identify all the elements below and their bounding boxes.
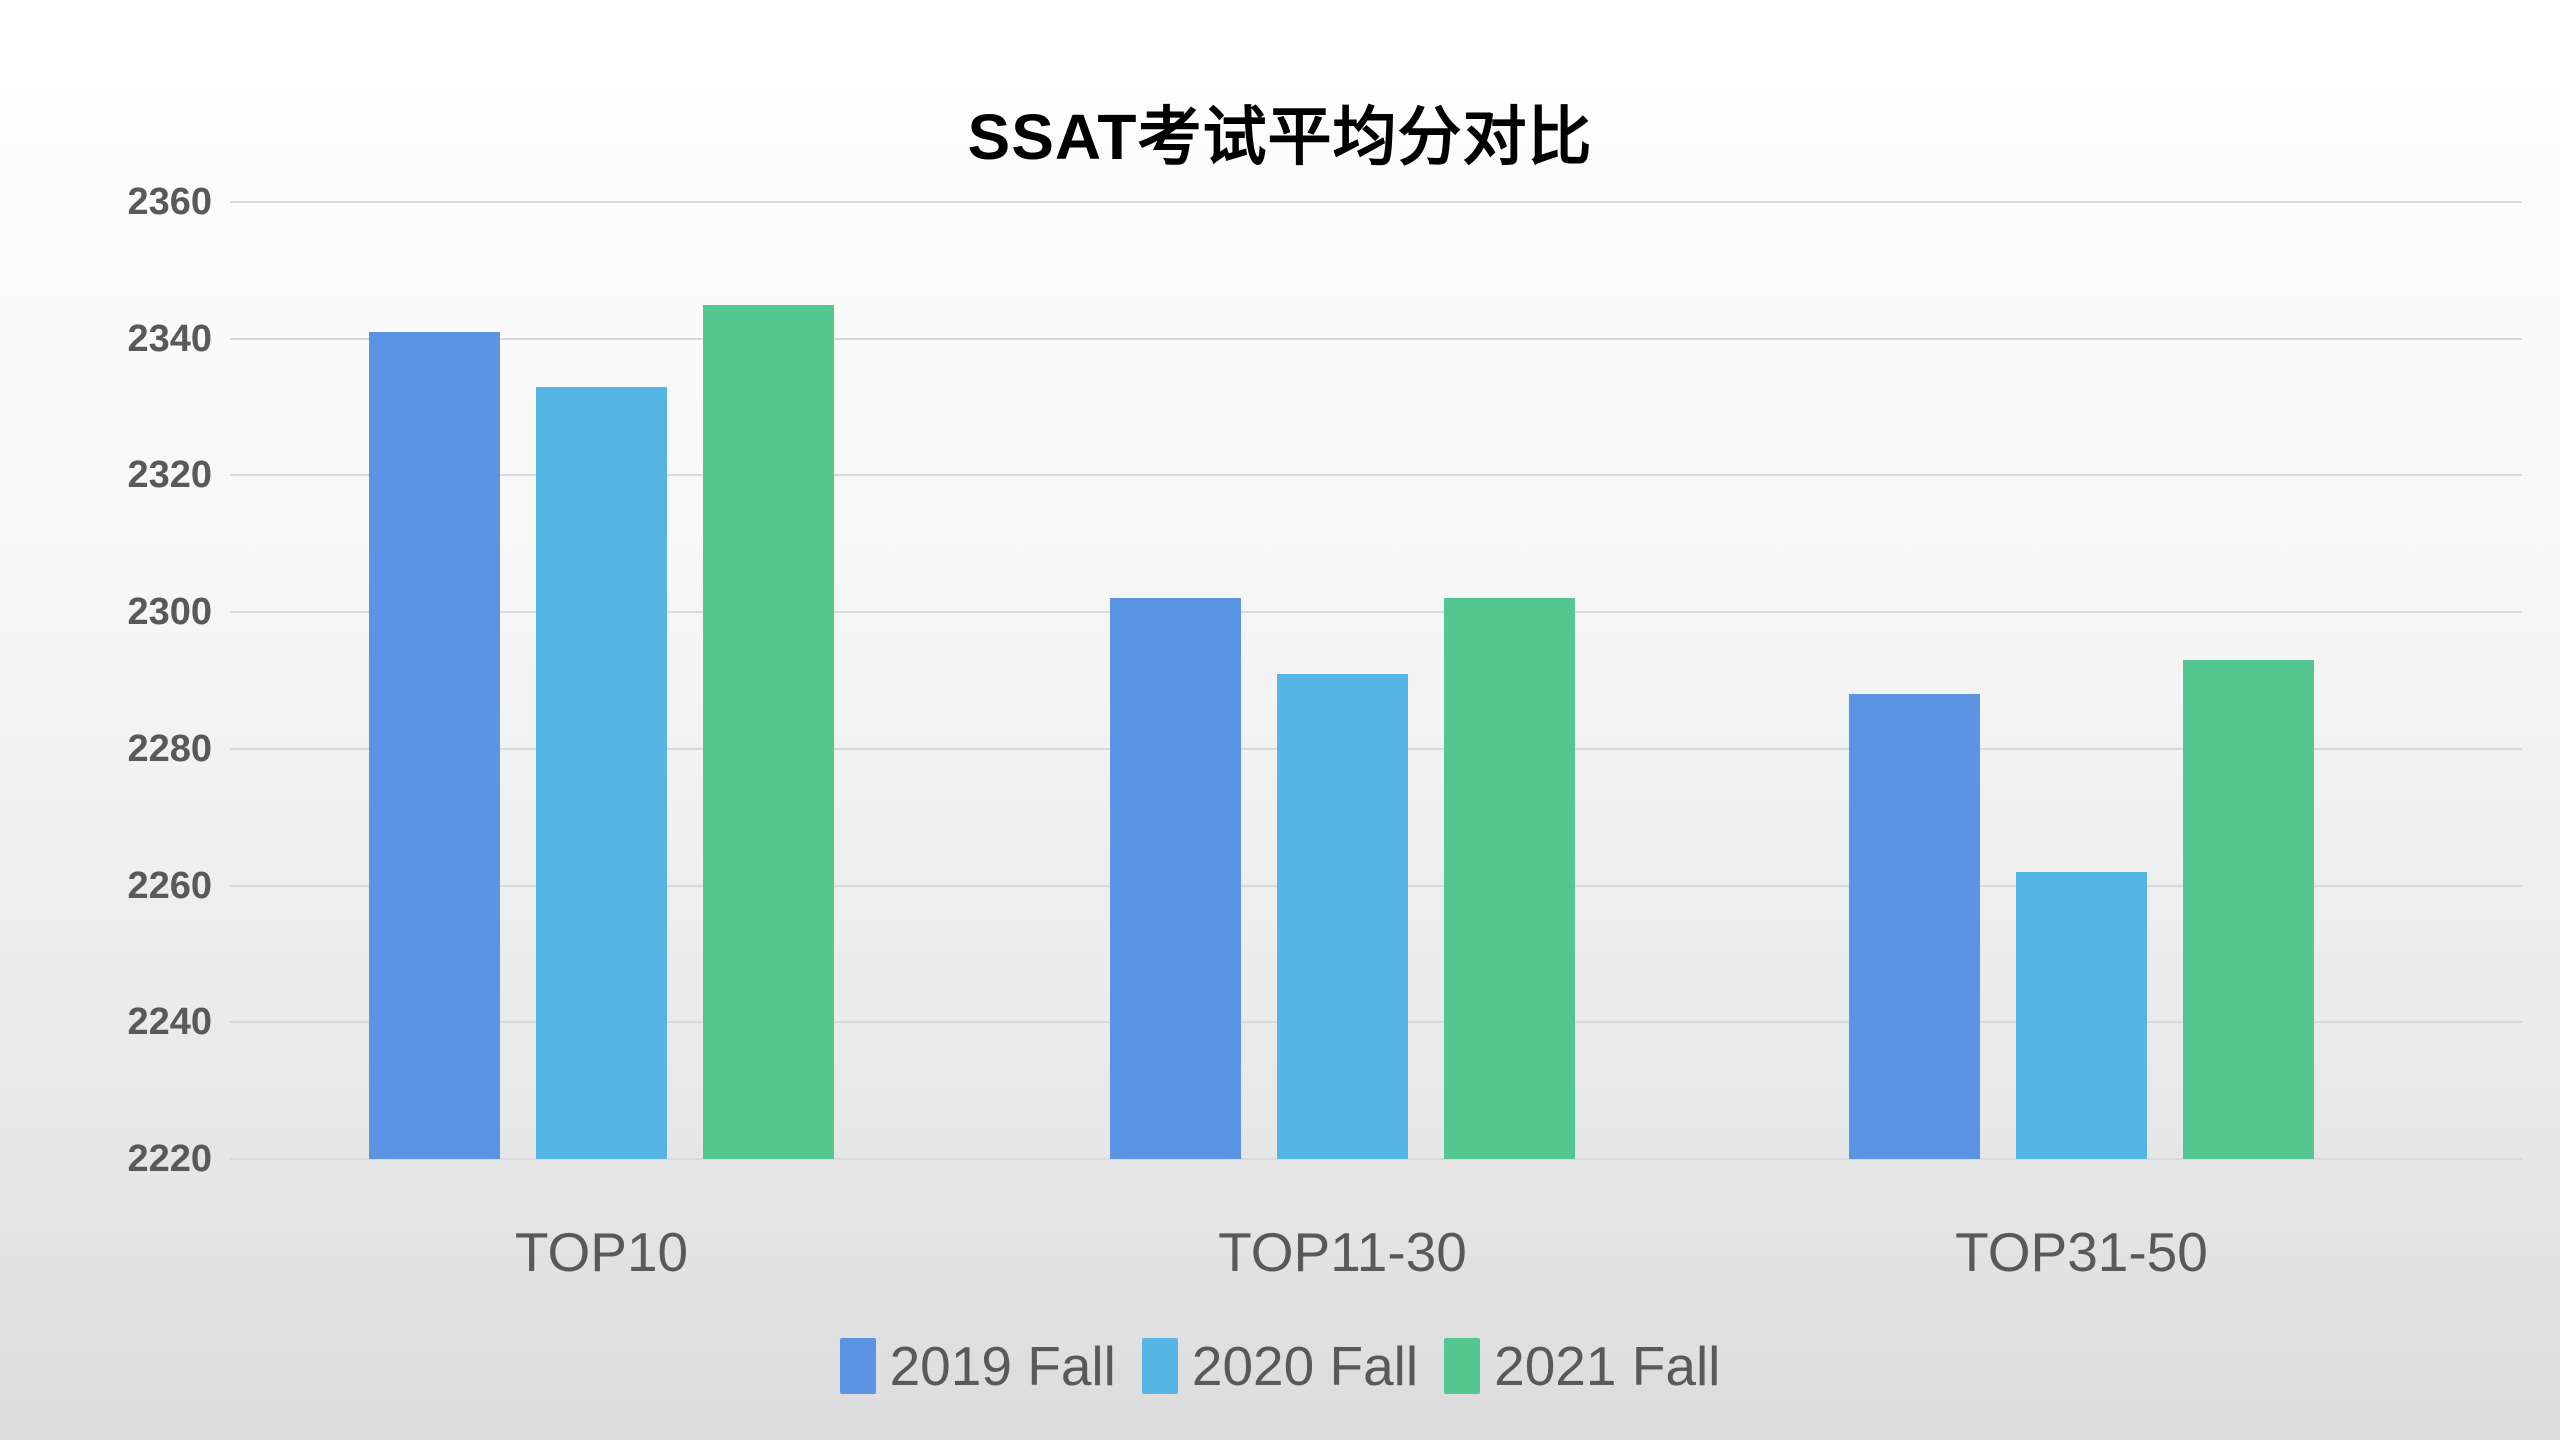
y-tick-label-2260: 2260 [127,864,212,907]
bar-2020-fall-top11-30 [1277,673,1408,1159]
legend-item-2019-fall: 2019 Fall [839,1334,1116,1398]
chart-title: SSAT考试平均分对比 [967,101,1593,173]
category-label-top10: TOP10 [514,1221,689,1283]
y-tick-label-2360: 2360 [127,181,212,223]
legend-item-2020-fall: 2020 Fall [1141,1334,1419,1398]
gridline-2220 [230,1158,2522,1160]
bar-2019-fall-top31-50 [1849,694,1980,1159]
y-tick-label-2300: 2300 [127,591,212,634]
category-label-top31-50: TOP31-50 [1955,1221,2208,1283]
gridline-2340 [230,337,2522,340]
legend-label: 2020 Fall [1191,1335,1419,1397]
bar-2019-fall-top11-30 [1110,598,1241,1159]
legend-label: 2021 Fall [1494,1335,1721,1397]
legend: 2019 Fall 2020 Fall 2021 Fall [0,1334,2560,1398]
legend-swatch-icon [1141,1338,1178,1394]
plot-area [230,201,2522,1160]
legend-label: 2019 Fall [889,1335,1116,1397]
category-label-top11-30: TOP11-30 [1218,1221,1467,1283]
bar-2020-fall-top31-50 [2016,871,2147,1159]
legend-swatch-icon [839,1338,876,1394]
legend-swatch-icon [1444,1338,1481,1394]
gridline-2320 [230,474,2522,477]
legend-item-2021-fall: 2021 Fall [1444,1334,1720,1398]
y-tick-label-2220: 2220 [127,1138,212,1180]
y-tick-label-2280: 2280 [127,727,212,770]
y-tick-label-2320: 2320 [127,454,212,497]
y-tick-label-2240: 2240 [127,1001,212,1044]
gridline-2360 [230,201,2522,203]
bar-2021-fall-top10 [703,304,834,1159]
bar-2020-fall-top10 [536,386,667,1159]
bar-2021-fall-top31-50 [2183,660,2314,1159]
bar-2021-fall-top11-30 [1444,598,1575,1159]
y-tick-label-2340: 2340 [127,317,212,360]
bar-2019-fall-top10 [369,331,500,1159]
gridline-2300 [230,611,2522,614]
